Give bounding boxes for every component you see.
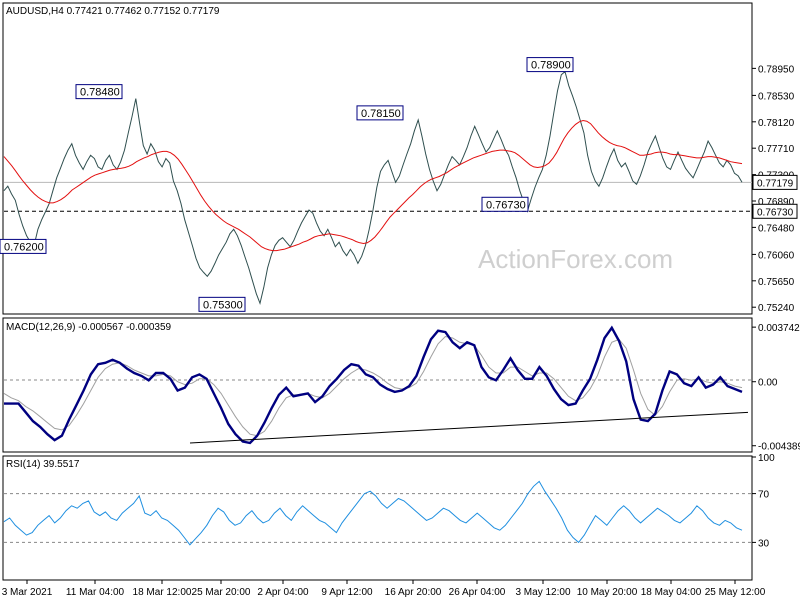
price-annotations: 0.76200 0.78480 0.75300 0.78150 0.76730 0.789… xyxy=(0,57,574,312)
price-annotation-label: 0.75300 xyxy=(203,299,243,311)
time-axis-label: 18 Mar 12:00 xyxy=(133,587,192,598)
price-level-tag-box xyxy=(752,203,798,219)
time-axis-label: 11 Mar 04:00 xyxy=(66,587,125,598)
price-series-line xyxy=(3,70,743,305)
price-axis-label: 0.78120 xyxy=(758,118,795,129)
time-axis-label: 18 May 04:00 xyxy=(641,587,702,598)
macd-header: MACD(12,26,9) -0.000567 -0.000359 xyxy=(6,322,172,333)
price-annotation: 0.78150 xyxy=(356,105,404,121)
price-level-tag: 0.76730 xyxy=(752,203,798,219)
price-annotation-label: 0.78480 xyxy=(80,87,120,99)
price-annotation: 0.78900 xyxy=(526,57,574,73)
time-axis-label: 26 Apr 04:00 xyxy=(449,587,506,598)
price-axis-label: 0.77710 xyxy=(758,144,795,155)
price-annotation: 0.76200 xyxy=(0,238,47,254)
price-panel-frame xyxy=(2,2,753,315)
rsi-axis-label: 30 xyxy=(758,538,770,549)
macd-axis: 0.003742 0.00 -0.004389 xyxy=(752,323,800,453)
time-axis-label: 25 May 12:00 xyxy=(705,587,766,598)
macd-axis-label: 0.003742 xyxy=(758,323,800,334)
price-annotation-box xyxy=(481,196,529,212)
price-axis-label: 0.76480 xyxy=(758,223,795,234)
price-annotation-label: 0.78150 xyxy=(361,108,401,120)
price-annotation-label: 0.76200 xyxy=(4,241,44,253)
time-axis-label: 10 May 20:00 xyxy=(577,587,638,598)
time-axis-label: 9 Apr 12:00 xyxy=(321,587,373,598)
price-reference-lines xyxy=(4,181,752,212)
price-axis-label: 0.75650 xyxy=(758,277,795,288)
price-level-tag: 0.77179 xyxy=(752,174,798,190)
rsi-axis-label: 70 xyxy=(758,490,770,501)
rsi-header: RSI(14) 39.5517 xyxy=(6,459,80,470)
macd-axis-label: 0.00 xyxy=(758,378,778,389)
price-annotation-box xyxy=(526,57,574,73)
time-axis-label: 2 Apr 04:00 xyxy=(257,587,309,598)
price-header: AUDUSD,H4 0.77421 0.77462 0.77152 0.7717… xyxy=(6,6,220,17)
rsi-level-lines xyxy=(4,493,752,543)
price-level-tag-label: 0.77179 xyxy=(757,178,794,189)
price-axis: 0.789500.785300.781200.777100.773000.768… xyxy=(752,64,798,314)
time-axis-label: 3 Mar 2021 xyxy=(2,587,53,598)
price-annotation-label: 0.78900 xyxy=(531,60,571,72)
price-annotation-box xyxy=(75,84,123,100)
price-axis-label: 0.78530 xyxy=(758,91,795,102)
price-axis-label: 0.78950 xyxy=(758,64,795,75)
price-level-tag-box xyxy=(752,174,798,190)
rsi-panel-frame xyxy=(2,455,753,581)
price-axis-label: 0.76060 xyxy=(758,250,795,261)
macd-axis-label: -0.004389 xyxy=(758,442,800,453)
time-axis: 3 Mar 2021 11 Mar 04:00 18 Mar 12:00 25 Mar… xyxy=(2,580,766,598)
price-annotation: 0.78480 xyxy=(75,84,123,100)
price-annotation: 0.75300 xyxy=(198,296,246,312)
rsi-line xyxy=(3,480,743,546)
time-axis-label: 3 May 12:00 xyxy=(515,587,570,598)
moving-average-line xyxy=(3,119,743,252)
price-annotation-label: 0.76730 xyxy=(486,199,526,211)
rsi-axis: 100 70 30 xyxy=(752,453,775,549)
price-axis-label: 0.76890 xyxy=(758,197,795,208)
time-axis-label: 16 Apr 20:00 xyxy=(385,587,442,598)
macd-line xyxy=(4,325,743,445)
rsi-axis-label: 100 xyxy=(758,453,775,464)
macd-panel-frame xyxy=(2,317,753,453)
price-axis-label: 0.75240 xyxy=(758,303,795,314)
price-annotation-box xyxy=(356,105,404,121)
time-axis-label: 25 Mar 20:00 xyxy=(192,587,251,598)
price-level-tag-label: 0.76730 xyxy=(757,207,794,218)
macd-trendline xyxy=(189,411,749,444)
price-annotation: 0.76730 xyxy=(481,196,529,212)
price-annotation-box xyxy=(198,296,246,312)
price-annotation-box xyxy=(0,238,47,254)
watermark: ActionForex.com xyxy=(478,244,673,274)
